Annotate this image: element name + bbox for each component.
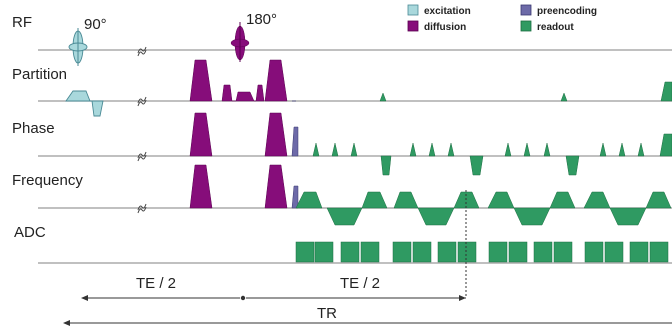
legend-item-diffusion: diffusion <box>407 20 466 33</box>
phase-row-label: Phase <box>12 120 55 137</box>
phase-preencoding <box>291 126 299 157</box>
legend-label-readout: readout <box>537 22 574 33</box>
rf-break-icon <box>137 46 147 57</box>
diffusion-lobe <box>264 59 288 102</box>
te-half-1-label: TE / 2 <box>136 275 176 292</box>
partition-rewinder <box>660 81 672 102</box>
frequency-preencoding <box>291 185 299 209</box>
te-half-2-label: TE / 2 <box>340 275 380 292</box>
timing-annotations: TE / 2 TE / 2 TR <box>63 275 672 326</box>
legend-label-excitation: excitation <box>424 6 471 17</box>
diffusion-lobe <box>189 112 213 157</box>
te-midpoint-dot <box>240 295 246 301</box>
legend-item-preencoding: preencoding <box>520 4 597 17</box>
partition-blip <box>379 92 387 102</box>
preencoding-swatch <box>520 4 532 16</box>
refocusing-pulse <box>230 22 250 62</box>
frequency-row-label: Frequency <box>12 172 83 189</box>
adc-readout-windows <box>295 241 669 263</box>
legend-label-preencoding: preencoding <box>537 6 597 17</box>
diffusion-lobe <box>264 112 288 157</box>
legend-item-excitation: excitation <box>407 4 471 17</box>
diffusion-swatch <box>407 20 419 32</box>
partition-gradients <box>65 59 672 117</box>
excitation-swatch <box>407 4 419 16</box>
frequency-break-icon <box>137 203 147 214</box>
legend-label-diffusion: diffusion <box>424 22 466 33</box>
partition-row-label: Partition <box>12 66 67 83</box>
excitation-pulse <box>68 28 88 66</box>
readout-swatch <box>520 20 532 32</box>
legend: excitation diffusion preencoding readout <box>407 4 597 33</box>
tr-label: TR <box>317 305 337 322</box>
adc-row-label: ADC <box>14 224 46 241</box>
refocusing-angle-label: 180° <box>246 11 277 28</box>
slice-select-lobe <box>65 90 104 117</box>
diffusion-lobe <box>264 164 288 209</box>
axis-break-marks <box>137 46 147 214</box>
legend-item-readout: readout <box>520 20 574 33</box>
phase-gradients <box>189 112 672 176</box>
frequency-gradients <box>189 164 672 226</box>
crusher-lobes <box>221 84 265 102</box>
phase-break-icon <box>137 151 147 162</box>
diffusion-lobe <box>189 164 213 209</box>
partition-break-icon <box>137 96 147 107</box>
rf-row-label: RF <box>12 14 32 31</box>
partition-blip <box>560 92 568 102</box>
excitation-angle-label: 90° <box>84 16 107 33</box>
diffusion-lobe <box>189 59 213 102</box>
